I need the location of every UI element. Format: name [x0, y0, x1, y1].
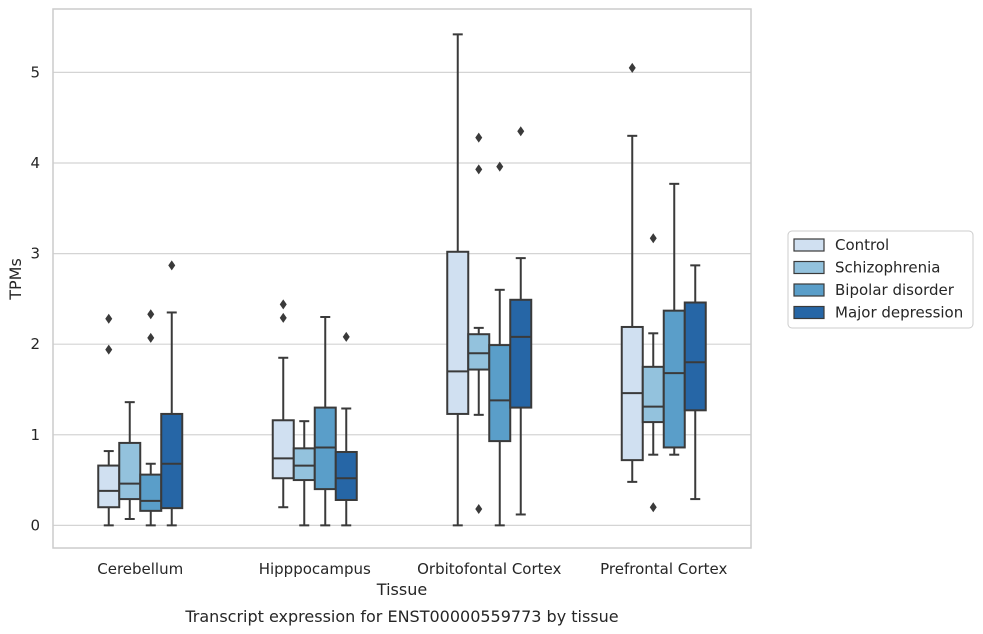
- legend-swatch: [793, 305, 825, 320]
- box-iqr: [292, 447, 316, 482]
- box-iqr: [509, 298, 533, 409]
- y-tick-label: 3: [30, 245, 40, 263]
- box-iqr: [334, 450, 358, 501]
- box-3-0: [620, 62, 644, 483]
- box-1-2: [313, 316, 337, 527]
- x-tick-label: Cerebellum: [97, 560, 183, 578]
- outlier-point: [475, 504, 483, 515]
- box-0-3: [160, 260, 184, 527]
- y-axis-ticks: 0 1 2 3 4 5: [30, 63, 40, 534]
- x-tick-label: Hipppocampus: [259, 560, 371, 578]
- outlier-point: [475, 132, 483, 143]
- legend-label: Major depression: [835, 304, 963, 322]
- box-2-2: [488, 161, 512, 527]
- box-iqr: [139, 473, 163, 512]
- y-axis-label: TPMs: [6, 258, 25, 301]
- box-iqr: [160, 412, 184, 510]
- outlier-point: [517, 126, 525, 137]
- legend: Control Schizophrenia Bipolar disorder Majo…: [787, 230, 974, 329]
- box-3-1: [641, 233, 665, 513]
- outlier-point: [496, 161, 504, 172]
- outlier-point: [168, 260, 176, 271]
- box-iqr: [271, 419, 295, 480]
- y-tick-label: 1: [30, 426, 40, 444]
- y-tick-label: 0: [30, 516, 40, 534]
- legend-label: Control: [835, 236, 889, 254]
- box-1-1: [292, 420, 316, 527]
- outlier-point: [147, 332, 155, 343]
- box-1-3: [334, 331, 358, 527]
- box-iqr: [446, 250, 470, 415]
- outlier-point: [147, 309, 155, 320]
- y-tick-label: 2: [30, 335, 40, 353]
- box-0-0: [97, 313, 121, 527]
- x-axis-ticks: Cerebellum Hipppocampus Orbitofontal Corte…: [97, 560, 727, 578]
- box-plots: [97, 33, 707, 527]
- legend-box: [787, 230, 974, 329]
- box-0-2: [139, 309, 163, 527]
- legend-swatch: [793, 260, 825, 275]
- box-1-0: [271, 299, 295, 509]
- outlier-point: [279, 312, 287, 323]
- outlier-point: [105, 344, 113, 355]
- outlier-point: [628, 62, 636, 73]
- box-iqr: [488, 344, 512, 443]
- chart-title: Transcript expression for ENST0000055977…: [184, 607, 618, 626]
- box-iqr: [118, 441, 142, 501]
- outlier-point: [105, 313, 113, 324]
- x-tick-label: Orbitofontal Cortex: [417, 560, 561, 578]
- outlier-point: [279, 299, 287, 310]
- legend-label: Schizophrenia: [835, 259, 940, 277]
- legend-label: Bipolar disorder: [835, 281, 955, 299]
- y-tick-label: 4: [30, 154, 40, 172]
- outlier-point: [649, 233, 657, 244]
- legend-swatch: [793, 283, 825, 297]
- outlier-point: [649, 502, 657, 513]
- box-iqr: [97, 464, 121, 509]
- box-2-0: [446, 33, 470, 527]
- x-tick-label: Prefrontal Cortex: [600, 560, 727, 578]
- box-2-3: [509, 126, 533, 516]
- box-iqr: [467, 333, 491, 371]
- box-2-1: [467, 132, 491, 515]
- outlier-point: [342, 331, 350, 342]
- box-0-1: [118, 401, 142, 521]
- plot-frame: [52, 8, 752, 549]
- box-iqr: [641, 365, 665, 424]
- box-iqr: [683, 301, 707, 412]
- box-3-3: [683, 264, 707, 501]
- grid-lines: [53, 71, 751, 526]
- legend-swatch: [793, 238, 825, 252]
- box-iqr: [662, 309, 686, 449]
- box-3-2: [662, 182, 686, 456]
- outlier-point: [475, 164, 483, 175]
- x-axis-label: Tissue: [376, 580, 427, 599]
- y-tick-label: 5: [30, 63, 40, 81]
